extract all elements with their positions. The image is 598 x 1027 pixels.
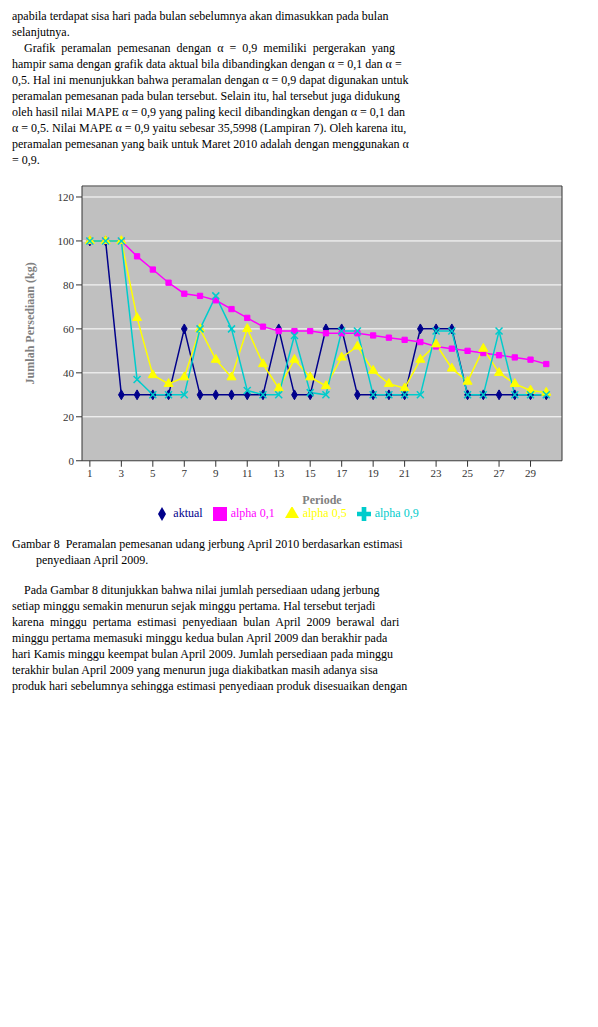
html-text:terakhir bulan April 2009 yang: terakhir bulan April 2009 yang menurun j…: [12, 663, 378, 677]
svg-text:21: 21: [399, 467, 410, 479]
html-text:peramalan pemesanan pada bulan: peramalan pemesanan pada bulan tersebut.…: [12, 89, 400, 103]
svg-text:17: 17: [336, 467, 348, 479]
html-text:α = 0,5. Nilai MAPE α = 0,9 ya: α = 0,5. Nilai MAPE α = 0,9 yaitu sebesa…: [12, 121, 407, 135]
html-text:karena minggu pertama estimasi: karena minggu pertama estimasi penyediaa…: [12, 615, 400, 629]
svg-text:25: 25: [462, 467, 474, 479]
html-text:0,5. Hal ini menunjukkan bahwa: 0,5. Hal ini menunjukkan bahwa peramalan…: [12, 73, 409, 87]
svg-text:9: 9: [213, 467, 219, 479]
html-text:setiap minggu semakin menurun: setiap minggu semakin menurun sejak ming…: [12, 599, 376, 613]
html-text:minggu pertama memasuki minggu: minggu pertama memasuki minggu kedua bul…: [12, 631, 388, 645]
html-text:Grafik peramalan pemesanan den: Grafik peramalan pemesanan dengan α = 0,…: [12, 41, 395, 55]
svg-text:5: 5: [150, 467, 156, 479]
html-text:oleh hasil nilai MAPE α = 0,9: oleh hasil nilai MAPE α = 0,9 yang palin…: [12, 105, 405, 119]
svg-text:11: 11: [242, 467, 253, 479]
svg-text:29: 29: [525, 467, 537, 479]
svg-text:15: 15: [305, 467, 317, 479]
html-text:apabila terdapat sisa hari pad: apabila terdapat sisa hari pada bulan se…: [12, 9, 389, 23]
html-text:Pada Gambar 8 ditunjukkan bahw: Pada Gambar 8 ditunjukkan bahwa nilai ju…: [12, 583, 380, 597]
svg-text:Jumlah Persediaan (kg): Jumlah Persediaan (kg): [23, 262, 37, 384]
svg-text:13: 13: [273, 467, 285, 479]
html-text:aktual: aktual: [173, 505, 203, 520]
svg-text:1: 1: [87, 467, 93, 479]
svg-text:120: 120: [58, 191, 75, 203]
html-text:Gambar 8 Peramalan pemesanan u: Gambar 8 Peramalan pemesanan udang jerbu…: [12, 537, 403, 551]
html-text:penyediaan April 2009.: penyediaan April 2009.: [12, 553, 149, 567]
svg-text:Periode: Periode: [302, 493, 342, 507]
html-text:hari Kamis minggu keempat bula: hari Kamis minggu keempat bulan April 20…: [12, 647, 393, 661]
svg-text:7: 7: [182, 467, 188, 479]
html-text:hampir sama dengan grafik data: hampir sama dengan grafik data aktual bi…: [12, 57, 402, 71]
svg-text:100: 100: [58, 235, 75, 247]
svg-text:80: 80: [63, 279, 75, 291]
svg-text:20: 20: [63, 411, 75, 423]
svg-text:23: 23: [431, 467, 443, 479]
html-text:alpha 0,1: alpha 0,1: [230, 505, 275, 520]
html-text:alpha 0,5: alpha 0,5: [302, 505, 347, 520]
svg-text:0: 0: [69, 455, 75, 467]
svg-text:3: 3: [119, 467, 125, 479]
html-text:selanjutnya.: selanjutnya.: [12, 25, 70, 39]
svg-text:40: 40: [63, 367, 75, 379]
svg-text:60: 60: [63, 323, 75, 335]
html-text:peramalan pemesanan yang baik: peramalan pemesanan yang baik untuk Mare…: [12, 137, 409, 151]
svg-text:27: 27: [494, 467, 506, 479]
html-text:alpha 0,9: alpha 0,9: [374, 505, 419, 520]
html-text:produk hari sebelumnya sehingg: produk hari sebelumnya sehingga estimasi…: [12, 679, 408, 693]
html-text:= 0,9.: = 0,9.: [12, 153, 40, 167]
svg-text:19: 19: [368, 467, 380, 479]
